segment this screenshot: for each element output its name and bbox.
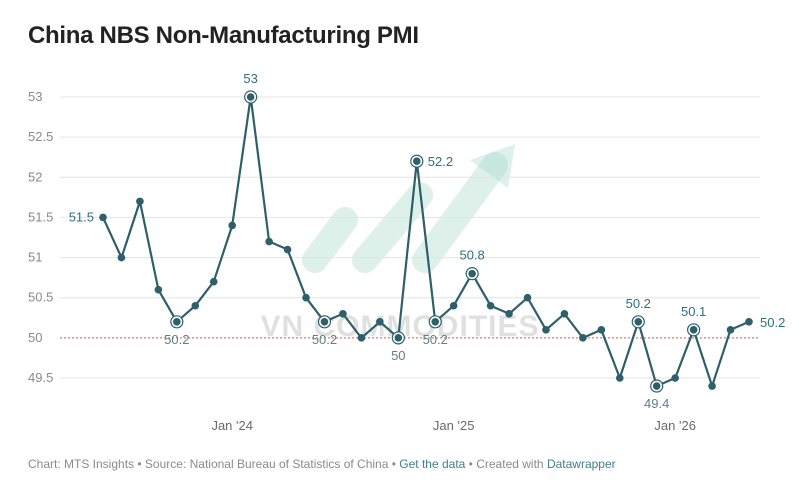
y-tick-label: 51	[28, 250, 42, 265]
data-point	[412, 157, 421, 166]
data-label: 53	[243, 71, 257, 86]
data-label: 50.2	[312, 332, 337, 347]
data-point	[468, 269, 476, 278]
data-label: 50	[391, 348, 405, 363]
data-point	[745, 318, 753, 326]
data-point	[560, 309, 569, 318]
y-tick-label: 52.5	[28, 129, 53, 144]
datawrapper-link[interactable]: Datawrapper	[546, 457, 616, 471]
data-point	[191, 301, 200, 310]
data-label: 50.8	[459, 248, 484, 263]
y-tick-label: 53	[28, 89, 42, 104]
data-label: 50.2	[626, 296, 651, 311]
data-point	[394, 334, 403, 342]
data-label: 50.2	[423, 332, 448, 347]
data-point	[486, 301, 495, 310]
y-axis-ticks: 53 52.5 52 51.5 51 50.5 50 49.5	[28, 89, 53, 385]
data-point	[431, 318, 440, 326]
data-point	[246, 93, 255, 101]
data-point	[597, 326, 606, 334]
created-with-text: Created with	[476, 457, 544, 471]
data-point	[616, 374, 624, 382]
source-text: Source: National Bureau of Statistics of…	[144, 457, 389, 471]
series-line	[102, 95, 750, 388]
data-point	[357, 334, 366, 342]
data-point	[99, 213, 107, 222]
x-tick-label: Jan '25	[433, 418, 475, 433]
data-point	[283, 245, 292, 254]
data-point	[579, 334, 587, 342]
data-point	[708, 382, 716, 390]
data-point	[652, 382, 661, 390]
data-point	[505, 309, 513, 318]
chart-credit: Chart: MTS Insights	[28, 457, 135, 471]
y-tick-label: 49.5	[28, 370, 53, 385]
data-label: 50.2	[760, 315, 785, 330]
data-labels: 51.5 50.2 53 50.2 50 52.2 50.2 50.8 50.2 49.4 50.1…	[69, 71, 786, 411]
data-points	[99, 90, 753, 393]
data-point	[136, 197, 144, 206]
data-label: 52.2	[428, 154, 453, 169]
y-tick-label: 52	[28, 169, 42, 184]
watermark-bar	[412, 152, 508, 273]
data-point	[542, 326, 550, 334]
data-label: 51.5	[69, 209, 94, 224]
data-point	[671, 374, 679, 382]
data-label: 50.2	[164, 332, 189, 347]
data-point	[523, 293, 532, 302]
y-tick-label: 51.5	[28, 209, 53, 224]
watermark-bar	[352, 182, 433, 273]
x-axis-ticks: Jan '24 Jan '25 Jan '26	[211, 418, 695, 433]
x-tick-label: Jan '24	[211, 418, 253, 433]
data-point	[173, 318, 181, 326]
watermark-bar	[302, 207, 358, 273]
data-point	[320, 318, 329, 326]
data-label: 49.4	[644, 396, 669, 411]
data-point	[339, 309, 347, 318]
chart-footer: Chart: MTS Insights • Source: National B…	[28, 457, 616, 471]
x-tick-label: Jan '26	[654, 418, 696, 433]
get-data-link[interactable]: Get the data	[399, 457, 466, 471]
data-point	[726, 326, 735, 334]
y-tick-label: 50	[28, 330, 42, 345]
data-point	[689, 326, 698, 334]
data-point	[449, 301, 458, 310]
y-tick-label: 50.5	[28, 290, 53, 305]
separator: •	[137, 457, 142, 471]
separator: •	[468, 457, 473, 471]
separator: •	[391, 457, 396, 471]
data-point	[302, 293, 310, 302]
data-point	[265, 237, 273, 246]
data-point	[117, 253, 126, 262]
chart-title: China NBS Non-Manufacturing PMI	[28, 22, 419, 49]
data-label: 50.1	[681, 304, 706, 319]
data-point	[209, 277, 218, 286]
data-point	[228, 221, 236, 230]
data-point	[634, 318, 643, 326]
data-point	[376, 318, 384, 326]
data-point	[154, 285, 163, 294]
